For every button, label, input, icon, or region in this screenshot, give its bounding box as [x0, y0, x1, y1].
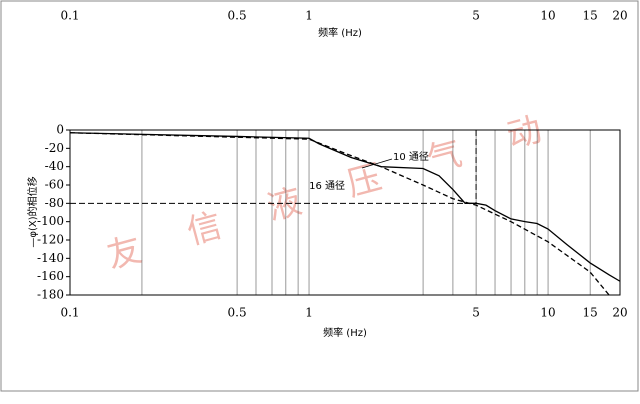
x-tick-label: 20 [612, 306, 627, 320]
y-tick-label: -80 [45, 196, 64, 210]
x-tick-label: 1 [305, 306, 313, 320]
x-tick-label: 5 [472, 306, 480, 320]
series-line [69, 132, 610, 296]
x-tick-label: 10 [540, 306, 555, 320]
x-tick-label: 0.5 [228, 306, 247, 320]
top-x-tick-label: 1 [305, 9, 313, 23]
top-x-tick-label: 5 [472, 9, 480, 23]
y-tick-label: 0 [56, 123, 64, 137]
series-line [69, 132, 621, 282]
top-x-tick-label: 15 [582, 9, 597, 23]
top-x-tick-label: 0.5 [228, 9, 247, 23]
x-axis-label: 频率 (Hz) [323, 326, 367, 339]
y-tick-label: -40 [45, 159, 64, 173]
series-label: 10 通径 [393, 150, 429, 163]
y-tick-label: -20 [45, 141, 64, 155]
y-tick-label: -120 [37, 233, 64, 247]
y-tick-label: -60 [45, 178, 64, 192]
series-label: 16 通径 [309, 179, 345, 192]
top-x-tick-label: 10 [540, 9, 555, 23]
top-x-axis-label: 频率 (Hz) [318, 26, 362, 39]
x-tick-label: 15 [582, 306, 597, 320]
leader-line [361, 158, 393, 169]
y-tick-label: -100 [37, 214, 64, 228]
y-tick-label: -140 [37, 251, 64, 265]
plot-frame [69, 129, 621, 296]
x-tick-label: 0.1 [60, 306, 79, 320]
top-x-tick-label: 0.1 [60, 9, 79, 23]
frame [0, 0, 639, 392]
y-tick-label: -180 [37, 288, 64, 302]
top-x-tick-label: 20 [612, 9, 627, 23]
grid [69, 130, 621, 295]
y-tick-label: -160 [37, 269, 64, 283]
y-axis-label: —φ(X)的相位移 [26, 176, 39, 247]
